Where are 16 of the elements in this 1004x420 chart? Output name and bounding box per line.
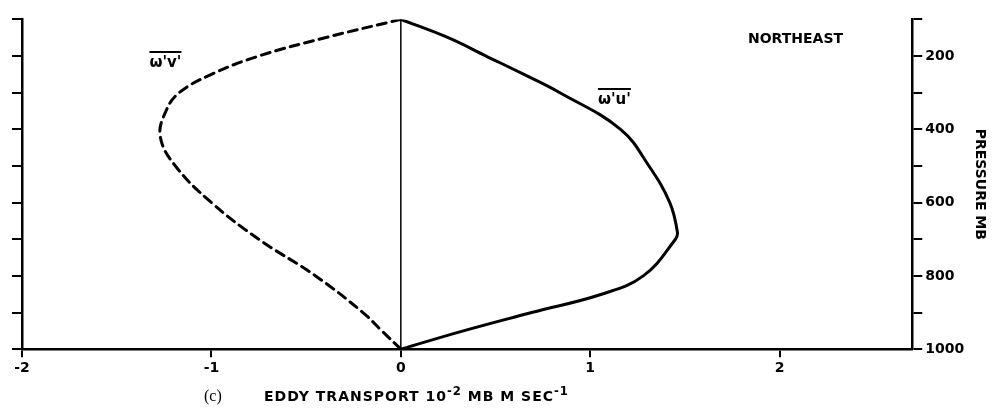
x-tick-label: -1 [203, 359, 220, 376]
text: (c) [204, 386, 223, 405]
x-tick-label: 2 [774, 359, 785, 376]
x-axis-title: EDDY TRANSPORT 10$^{-2}$ MB M SEC$^{-1}$ [264, 384, 569, 404]
y-tick-label: 800 [925, 266, 955, 283]
series-label: ω'v' [149, 53, 182, 72]
series-label: ω'u' [597, 89, 631, 108]
y-tick-label: 200 [925, 46, 955, 63]
x-tick-label: 1 [585, 359, 596, 376]
x-tick-label: -2 [14, 359, 30, 376]
x-tick-label: 0 [395, 359, 406, 376]
y-tick-label: 400 [925, 119, 955, 136]
annotation: NORTHEAST [748, 30, 844, 46]
y-tick-label: 1000 [925, 339, 965, 356]
y-axis-title: PRESSURE MB [972, 128, 989, 240]
y-tick-label: 600 [925, 193, 955, 210]
